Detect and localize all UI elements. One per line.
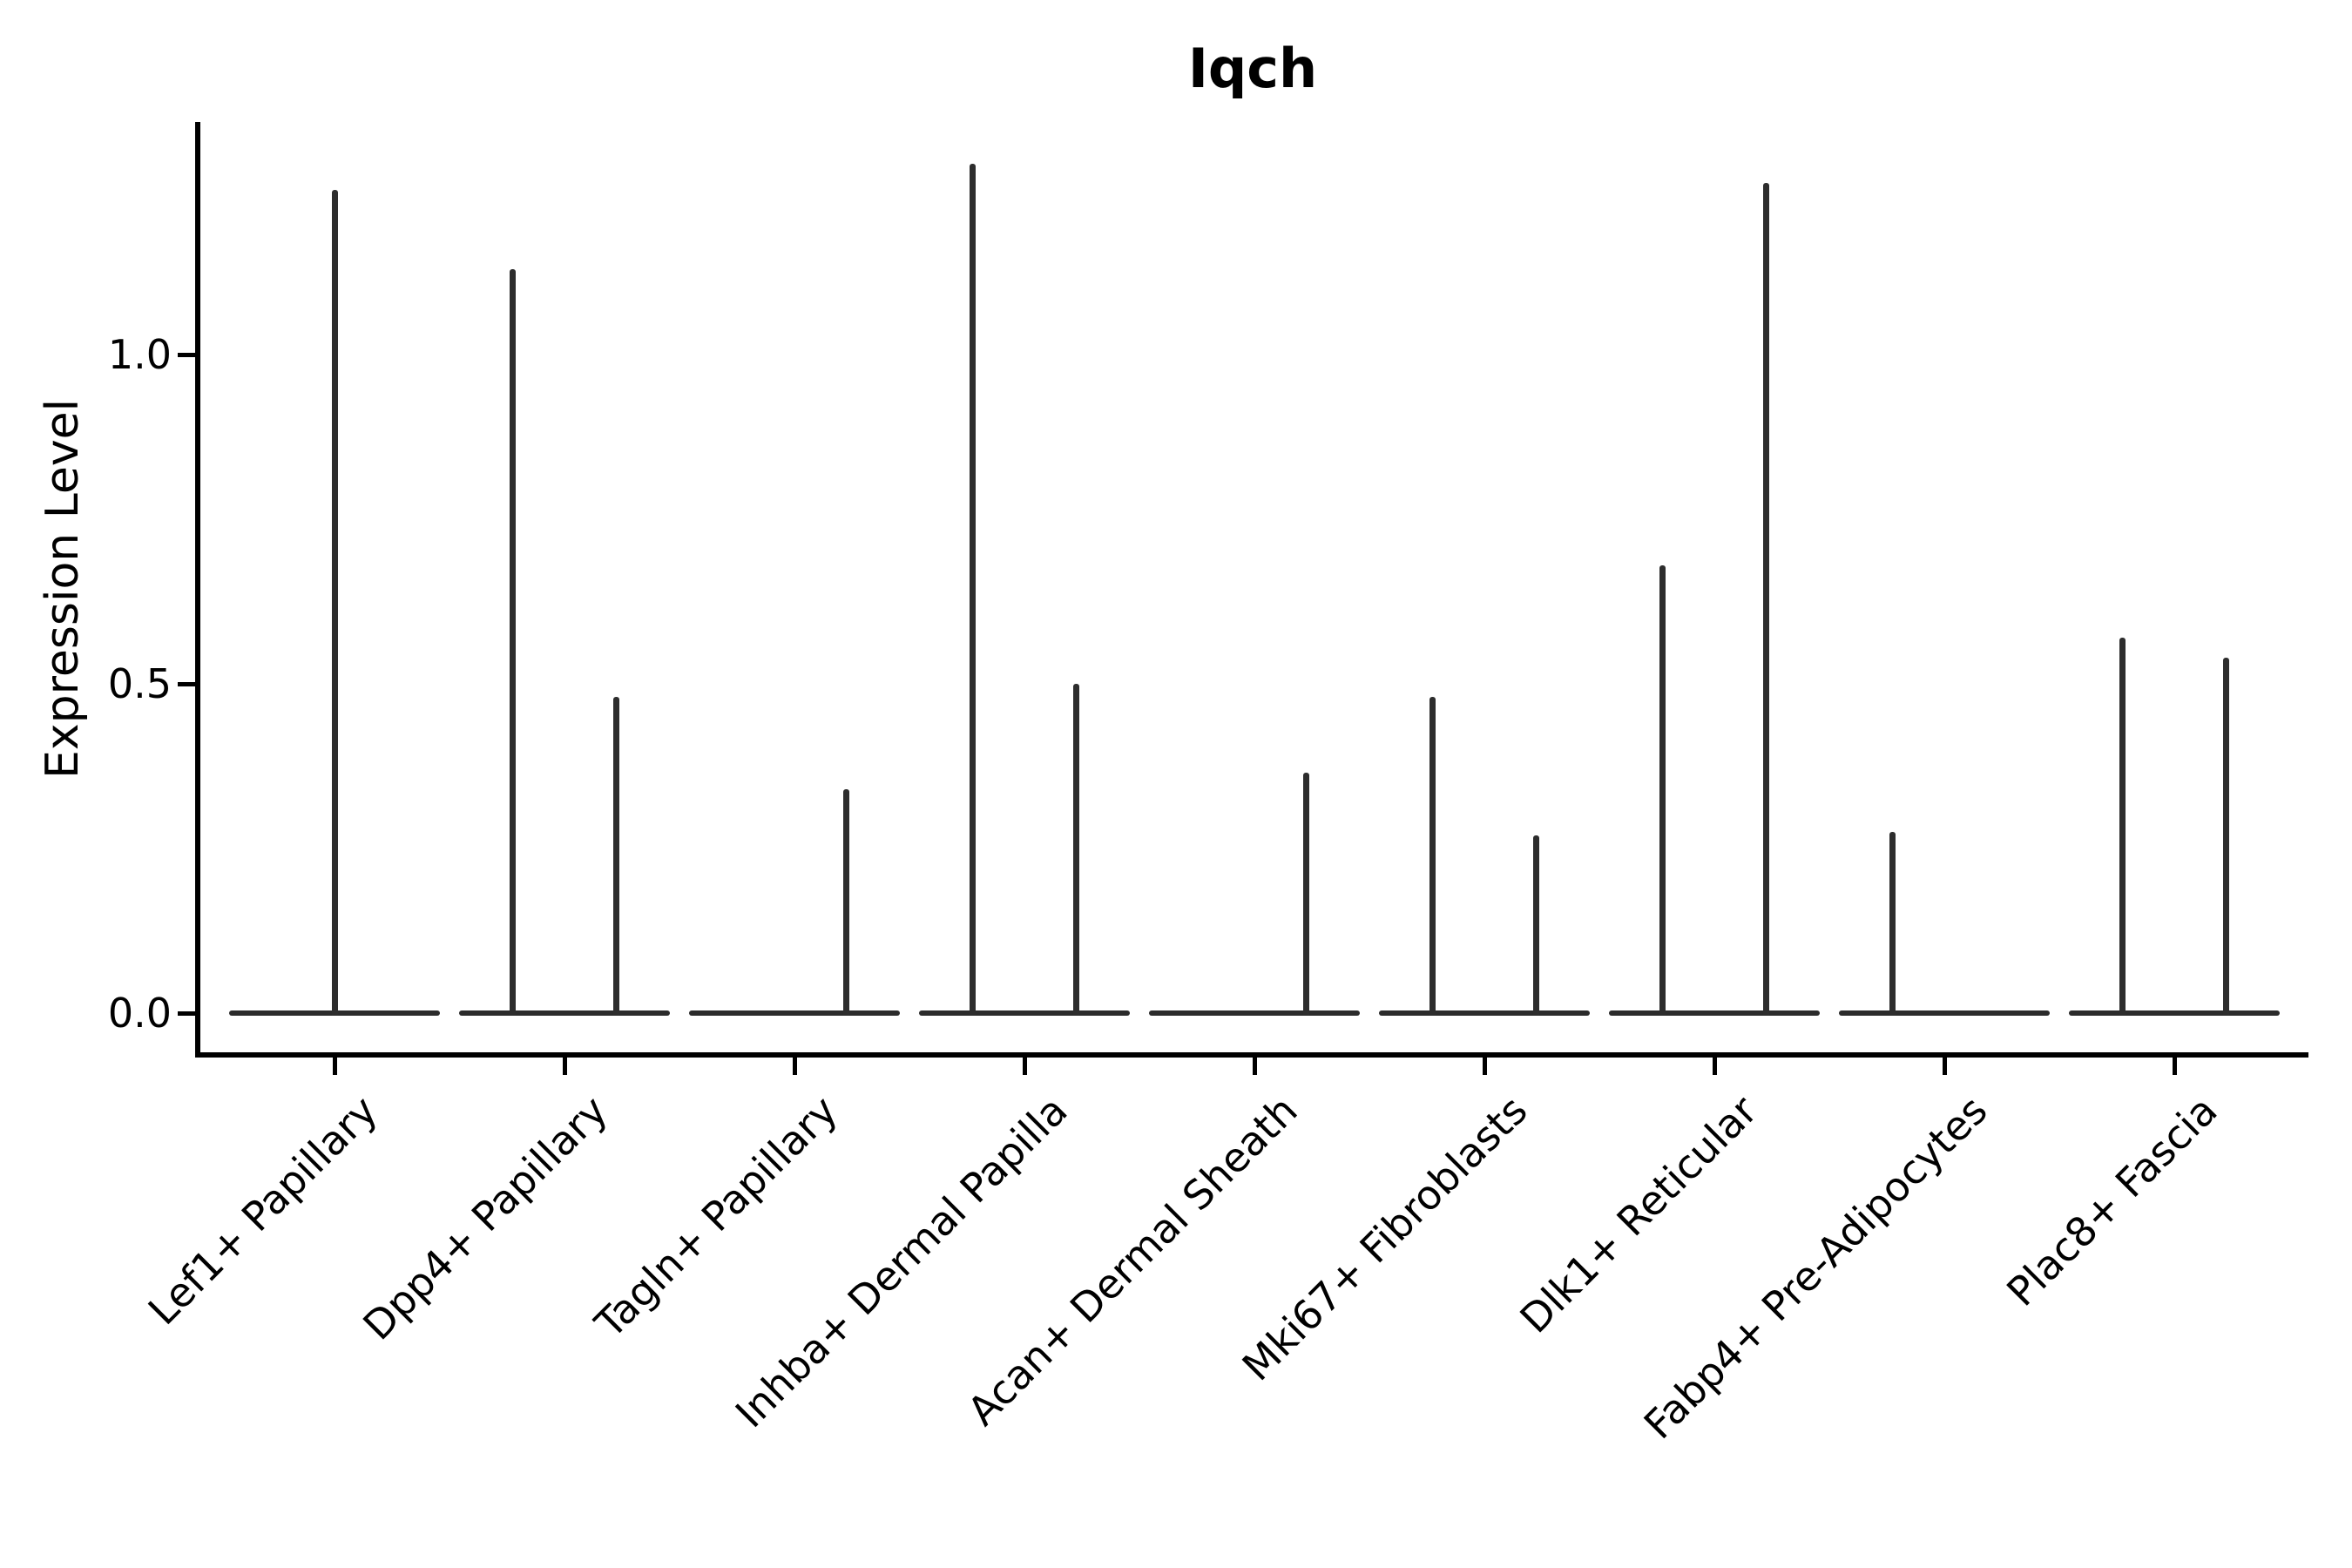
violin-spike xyxy=(1429,697,1436,1016)
y-tick-label: 0.0 xyxy=(107,990,172,1037)
violin-spike xyxy=(842,788,849,1016)
x-tick-mark xyxy=(2172,1058,2177,1075)
violin-baseline xyxy=(689,1010,900,1016)
x-tick-mark xyxy=(792,1058,797,1075)
x-tick-mark xyxy=(1942,1058,1947,1075)
x-tick-mark xyxy=(1482,1058,1487,1075)
x-tick-mark xyxy=(562,1058,567,1075)
violin-spike xyxy=(612,697,619,1016)
chart-title: Iqch xyxy=(1187,37,1318,100)
violin-spike xyxy=(1762,183,1769,1016)
violin-spike xyxy=(2222,657,2229,1016)
y-tick-mark xyxy=(178,681,195,686)
y-tick-mark xyxy=(178,1010,195,1016)
violin-baseline xyxy=(2069,1010,2280,1016)
y-tick-label: 1.0 xyxy=(107,331,172,378)
violin-spike xyxy=(331,190,338,1016)
violin-spike xyxy=(1532,835,1539,1016)
left-axis-spine xyxy=(195,122,200,1058)
violin-spike xyxy=(510,268,517,1016)
bottom-axis-spine xyxy=(195,1052,2308,1058)
violin-baseline xyxy=(1149,1010,1360,1016)
violin-spike xyxy=(1302,773,1309,1016)
x-tick-mark xyxy=(1252,1058,1257,1075)
violin-spike xyxy=(2119,638,2126,1016)
y-tick-mark xyxy=(178,352,195,357)
violin-baseline xyxy=(1609,1010,1820,1016)
x-tick-mark xyxy=(1712,1058,1717,1075)
violin-baseline xyxy=(919,1010,1130,1016)
violin-spike xyxy=(1072,684,1079,1016)
violin-spike xyxy=(970,163,977,1016)
violin-baseline xyxy=(459,1010,670,1016)
violin-spike xyxy=(1659,564,1666,1016)
violin-baseline xyxy=(1379,1010,1590,1016)
violin-spike xyxy=(1889,832,1896,1016)
y-axis-label: Expression Level xyxy=(37,398,89,780)
violin-baseline xyxy=(1839,1010,2050,1016)
x-tick-mark xyxy=(1022,1058,1027,1075)
y-tick-label: 0.5 xyxy=(107,660,172,707)
x-tick-mark xyxy=(332,1058,337,1075)
